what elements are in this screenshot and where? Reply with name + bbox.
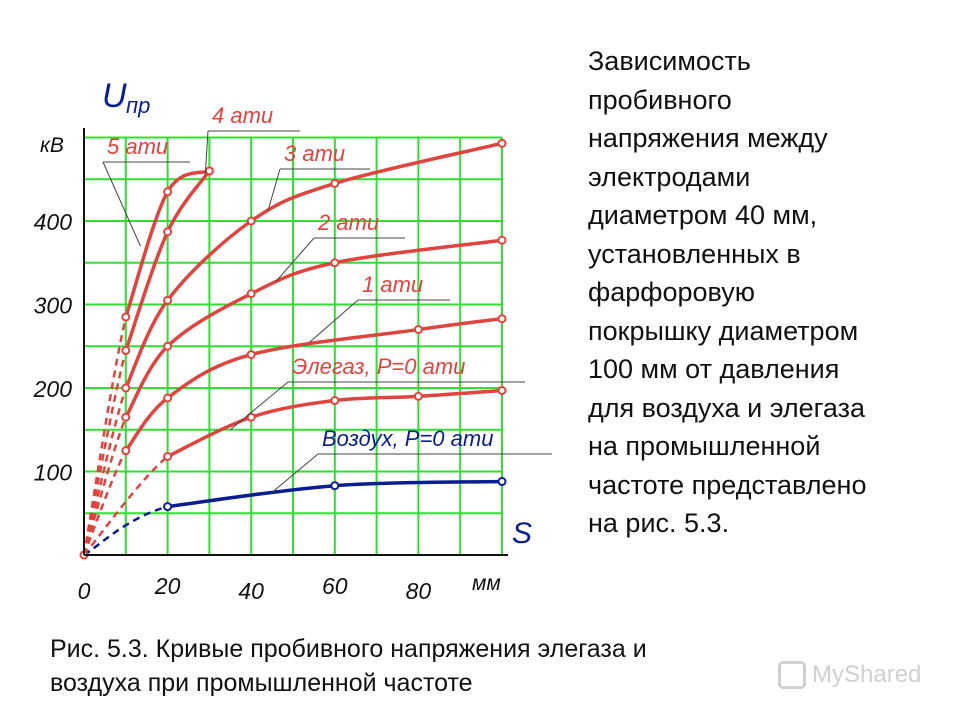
series-curve-dashed	[82, 350, 128, 556]
data-point	[413, 325, 423, 335]
series-curve-dashed	[82, 450, 127, 556]
data-point	[330, 481, 340, 491]
data-point	[330, 178, 340, 188]
figure-caption: Рис. 5.3. Кривые пробивного напряжения э…	[50, 635, 647, 697]
series-curve	[124, 316, 504, 453]
series-label-leaders	[102, 130, 552, 493]
data-point	[163, 295, 173, 305]
y-tick-label: 100	[34, 460, 73, 486]
series-label-leader	[204, 130, 209, 176]
data-point	[497, 386, 507, 396]
series-curve-dashed	[83, 505, 168, 557]
series-label: Воздух, P=0 ати	[322, 426, 493, 451]
series-label: 5 ати	[107, 134, 168, 159]
y-tick-label: 400	[34, 209, 73, 235]
x-tick-label: 60	[322, 573, 348, 599]
data-point	[246, 412, 256, 422]
data-point	[163, 187, 173, 197]
data-point	[497, 235, 507, 245]
data-point	[163, 393, 173, 403]
data-point	[246, 216, 256, 226]
data-point	[246, 289, 256, 299]
series-curve	[124, 169, 212, 319]
data-point	[413, 391, 423, 401]
series-label-leader	[267, 168, 281, 212]
data-point	[121, 412, 131, 422]
data-point	[163, 341, 173, 351]
series-curve-dashed	[82, 416, 127, 556]
watermark: MyShared	[778, 656, 921, 694]
data-point	[246, 350, 256, 360]
x-tick-label: 0	[78, 578, 91, 604]
series-curve	[124, 169, 212, 353]
y-axis-symbol: U	[102, 77, 127, 115]
series-label: 2 ати	[317, 210, 379, 235]
data-point	[121, 312, 131, 322]
series-curve	[124, 238, 504, 419]
x-tick-label: 80	[406, 578, 432, 604]
data-point	[330, 258, 340, 268]
series-label: 4 ати	[212, 103, 273, 128]
series-label-leader	[275, 237, 315, 282]
y-tick-label: 200	[33, 376, 73, 402]
data-point	[497, 138, 507, 148]
y-axis-subscript: пр	[126, 93, 150, 118]
y-axis-unit: кВ	[40, 134, 64, 157]
data-point	[163, 451, 173, 461]
data-point	[204, 166, 214, 176]
data-point	[121, 345, 131, 355]
chart-axes: U пр кВ S мм	[40, 77, 532, 595]
series-label-leader	[102, 161, 141, 247]
data-point	[121, 383, 131, 393]
x-tick-label: 40	[238, 578, 264, 604]
series-label: 3 ати	[284, 141, 345, 166]
tick-labels: 0 20 40 60 80 100 200 300 400	[33, 209, 432, 604]
series-label: 1 ати	[362, 272, 423, 297]
series-labels: 5 ати 4 ати 3 ати 2 ати 1 ати Элегаз, P=0 ати…	[107, 103, 493, 451]
series-label-leader	[309, 299, 359, 343]
data-point	[163, 227, 173, 237]
description-text: Зависимость пробивного напряжения между …	[588, 46, 867, 538]
y-tick-label: 300	[34, 293, 73, 319]
x-axis-symbol: S	[512, 517, 532, 550]
series-label-leader	[271, 453, 319, 493]
series-label-leader	[229, 381, 289, 431]
watermark-text: MyShared	[812, 661, 922, 688]
watermark-logo-icon	[778, 661, 806, 689]
data-point	[497, 314, 507, 324]
series-curve	[124, 141, 504, 390]
series-label: Элегаз, P=0 ати	[292, 354, 465, 379]
series-curve-dashed	[82, 316, 128, 556]
x-axis-unit: мм	[472, 572, 501, 595]
data-point	[497, 477, 507, 487]
data-point	[163, 502, 173, 512]
x-tick-label: 20	[154, 573, 181, 599]
data-point	[330, 396, 340, 406]
data-point	[121, 446, 131, 456]
